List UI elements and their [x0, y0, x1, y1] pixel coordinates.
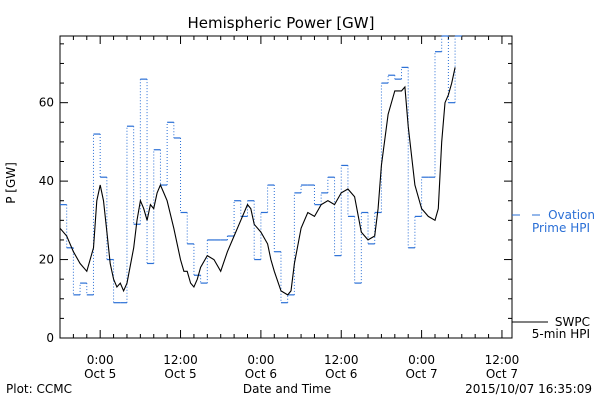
y-tick-label: 0 [46, 331, 54, 345]
x-tick-date-label: Oct 6 [245, 367, 277, 381]
y-axis: 0 20 40 60 [39, 43, 512, 345]
y-axis-label: P [GW] [4, 162, 18, 204]
legend: Ovation Prime HPI SWPC 5-min HPI [512, 208, 595, 341]
footer-plot-credit: Plot: CCMC [6, 382, 72, 396]
legend-ovation-label-1: Ovation [548, 208, 595, 222]
x-tick-date-label: Oct 5 [164, 367, 196, 381]
x-tick-date-label: Oct 6 [325, 367, 357, 381]
y-tick-label: 20 [39, 253, 54, 267]
y-tick-label: 60 [39, 96, 54, 110]
swpc-hpi-series [59, 67, 456, 296]
x-tick-time-label: 0:00 [87, 353, 114, 367]
ovation-prime-hpi-series [60, 35, 462, 304]
legend-ovation-label-2: Prime HPI [532, 221, 590, 235]
legend-swpc-label-2: 5-min HPI [532, 327, 590, 341]
y-tick-label: 40 [39, 174, 54, 188]
x-tick-date-label: Oct 5 [84, 367, 116, 381]
plot-frame [59, 35, 513, 339]
chart-title: Hemispheric Power [GW] [188, 14, 375, 32]
x-tick-time-label: 12:00 [163, 353, 198, 367]
x-axis-label: Date and Time [243, 382, 331, 396]
x-tick-date-label: Oct 7 [486, 367, 518, 381]
footer-timestamp: 2015/10/07 16:35:09 [465, 382, 592, 396]
x-tick-date-label: Oct 7 [405, 367, 437, 381]
x-tick-time-label: 12:00 [485, 353, 520, 367]
x-tick-time-label: 0:00 [408, 353, 435, 367]
legend-swpc-label-1: SWPC [555, 315, 590, 329]
x-tick-time-label: 12:00 [324, 353, 359, 367]
x-tick-time-label: 0:00 [247, 353, 274, 367]
swpc-line [59, 67, 456, 296]
